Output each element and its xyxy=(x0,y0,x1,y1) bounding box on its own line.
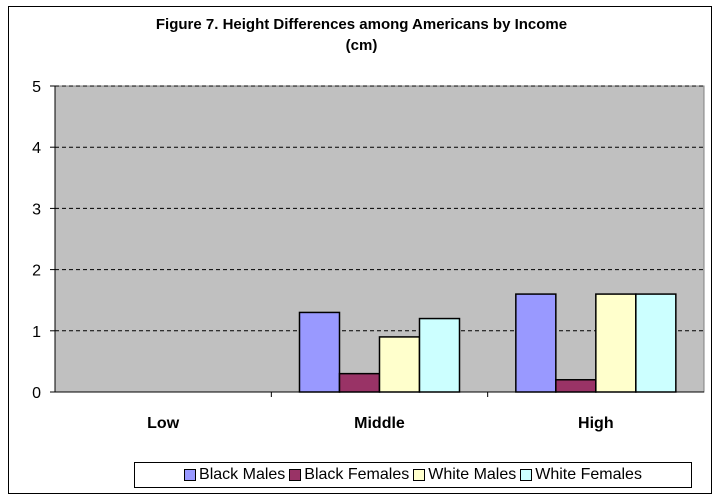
legend-swatch xyxy=(184,469,197,481)
x-category-label: High xyxy=(578,415,614,432)
legend-label: Black Females xyxy=(304,466,410,483)
chart-title-line2: (cm) xyxy=(345,37,378,54)
y-tick-label: 3 xyxy=(32,201,41,218)
bar-white-males xyxy=(378,336,421,393)
legend-swatch xyxy=(289,469,302,481)
bar-black-females xyxy=(555,379,597,393)
legend-label: White Males xyxy=(428,466,517,483)
bar-black-males xyxy=(298,311,341,393)
bar-white-males xyxy=(595,293,637,393)
chart-title-line1: Figure 7. Height Differences among Ameri… xyxy=(155,16,568,33)
x-category-label: Low xyxy=(147,415,180,432)
y-tick-label: 0 xyxy=(32,385,41,402)
y-tick-label: 5 xyxy=(32,79,41,96)
bar-white-females xyxy=(418,317,461,393)
legend-swatch xyxy=(413,469,426,481)
bar-black-males xyxy=(515,293,557,393)
legend: Black Males Black Females White Males White… xyxy=(134,462,692,488)
legend-item: White Males xyxy=(413,466,516,484)
legend-item: White Females xyxy=(520,466,642,484)
x-category-label: Middle xyxy=(354,415,405,432)
legend-item: Black Females xyxy=(289,466,409,484)
legend-item: Black Males xyxy=(184,466,285,484)
y-tick-label: 2 xyxy=(32,263,41,280)
y-tick-label: 4 xyxy=(32,140,41,157)
y-tick-label: 1 xyxy=(32,324,41,341)
chart-title: Figure 7. Height Differences among Ameri… xyxy=(0,14,723,56)
bar-black-females xyxy=(338,372,381,393)
legend-label: Black Males xyxy=(199,466,286,483)
bar-white-females xyxy=(635,293,677,393)
legend-swatch xyxy=(520,469,533,481)
legend-label: White Females xyxy=(535,466,642,483)
